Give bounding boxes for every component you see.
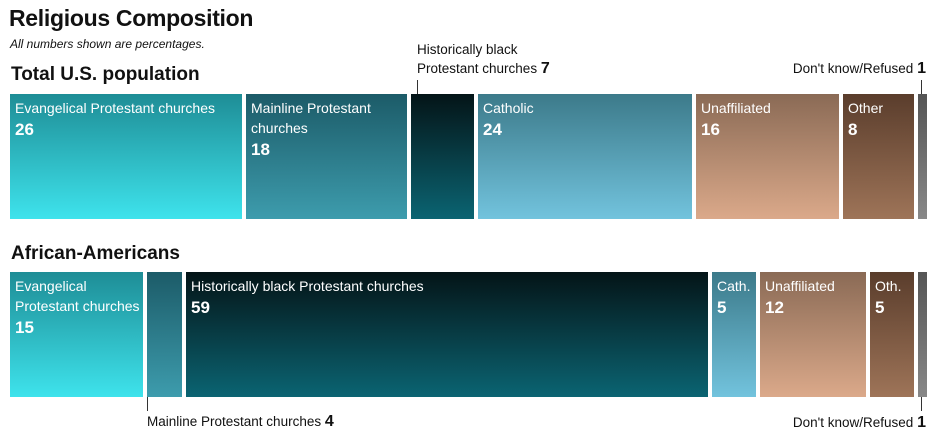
bar-segment-black_protestant: Historically black Protestant churches 59 bbox=[186, 272, 708, 397]
segment-value-label: 18 bbox=[251, 140, 270, 159]
segment-label: Mainline Protestant churches 18 bbox=[251, 98, 404, 162]
chart-title: Religious Composition bbox=[9, 5, 254, 31]
segment-label: Cath. 5 bbox=[717, 276, 753, 320]
bar-segment-evangelical: Evangelical Protestant churches 15 bbox=[10, 272, 143, 397]
segment-label-text: Historically black Protestant churches bbox=[191, 278, 424, 294]
callout-tick bbox=[921, 80, 922, 94]
callout-value: 1 bbox=[917, 60, 926, 77]
bar-segment-dont_know bbox=[918, 272, 927, 397]
stacked-bar-total-us: Evangelical Protestant churches 26 Mainlin… bbox=[10, 94, 927, 219]
callout-text: Don't know/Refused bbox=[792, 61, 914, 76]
bar-segment-mainline bbox=[147, 272, 182, 397]
callout-value: 1 bbox=[917, 414, 926, 431]
segment-label: Catholic 24 bbox=[483, 98, 689, 142]
chart-subtitle: All numbers shown are percentages. bbox=[10, 37, 205, 51]
segment-value-label: 15 bbox=[15, 318, 34, 337]
bar-segment-mainline: Mainline Protestant churches 18 bbox=[246, 94, 407, 219]
callout-value: 4 bbox=[324, 413, 334, 430]
callout-text: Historically black Protestant churches bbox=[417, 42, 538, 76]
segment-label: Evangelical Protestant churches 26 bbox=[15, 98, 239, 142]
callout-dont-know-total: Don't know/Refused 1 bbox=[793, 59, 926, 78]
segment-value-label: 8 bbox=[848, 120, 858, 139]
bar-segment-other: Other 8 bbox=[843, 94, 914, 219]
callout-text: Mainline Protestant churches bbox=[147, 414, 322, 429]
bar-segment-black_protestant bbox=[411, 94, 474, 219]
callout-tick bbox=[417, 80, 418, 94]
segment-label: Unaffiliated 12 bbox=[765, 276, 863, 320]
segment-label-text: Unaffiliated bbox=[765, 278, 835, 294]
bar-segment-unaffiliated: Unaffiliated 12 bbox=[760, 272, 866, 397]
row-title-total-us: Total U.S. population bbox=[11, 64, 200, 85]
bar-segment-catholic: Catholic 24 bbox=[478, 94, 692, 219]
stacked-bar-african-americans: Evangelical Protestant churches 15 Histori… bbox=[10, 272, 927, 397]
segment-label-text: Oth. bbox=[875, 278, 902, 294]
callout-black-protestant-total: Historically black Protestant churches 7 bbox=[417, 40, 550, 78]
callout-dont-know-african-american: Don't know/Refused 1 bbox=[793, 413, 926, 432]
callout-text: Don't know/Refused bbox=[792, 415, 914, 430]
segment-label: Unaffiliated 16 bbox=[701, 98, 836, 142]
bar-segment-catholic: Cath. 5 bbox=[712, 272, 756, 397]
callout-tick bbox=[147, 397, 148, 411]
segment-label-text: Other bbox=[848, 100, 884, 116]
bar-segment-evangelical: Evangelical Protestant churches 26 bbox=[10, 94, 242, 219]
segment-value-label: 26 bbox=[15, 120, 34, 139]
segment-label-text: Evangelical Protestant churches bbox=[15, 100, 215, 116]
bar-segment-other: Oth. 5 bbox=[870, 272, 914, 397]
segment-value-label: 5 bbox=[717, 298, 727, 317]
segment-value-label: 5 bbox=[875, 298, 885, 317]
callout-tick bbox=[921, 397, 922, 411]
segment-value-label: 12 bbox=[765, 298, 784, 317]
segment-label: Other 8 bbox=[848, 98, 911, 142]
segment-label-text: Mainline Protestant churches bbox=[251, 100, 371, 136]
segment-value-label: 24 bbox=[483, 120, 502, 139]
bar-segment-dont_know bbox=[918, 94, 927, 219]
segment-label-text: Catholic bbox=[483, 100, 534, 116]
row-title-african-americans: African-Americans bbox=[11, 243, 180, 264]
segment-value-label: 59 bbox=[191, 298, 210, 317]
segment-label: Oth. 5 bbox=[875, 276, 911, 320]
segment-label-text: Unaffiliated bbox=[701, 100, 771, 116]
bar-segment-unaffiliated: Unaffiliated 16 bbox=[696, 94, 839, 219]
callout-value: 7 bbox=[540, 60, 550, 77]
callout-mainline-african-american: Mainline Protestant churches 4 bbox=[147, 412, 334, 431]
segment-label-text: Evangelical Protestant churches bbox=[15, 278, 140, 314]
segment-label: Historically black Protestant churches 59 bbox=[191, 276, 705, 320]
segment-label-text: Cath. bbox=[717, 278, 751, 294]
segment-value-label: 16 bbox=[701, 120, 720, 139]
segment-label: Evangelical Protestant churches 15 bbox=[15, 276, 140, 340]
